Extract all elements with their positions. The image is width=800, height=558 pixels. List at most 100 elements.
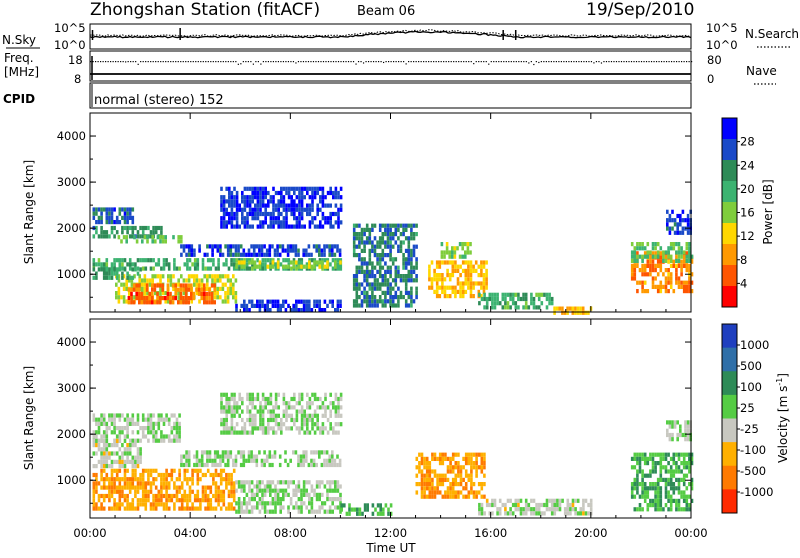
heatmap-cell <box>464 268 468 273</box>
heatmap-cell <box>446 465 450 470</box>
nave-point <box>645 61 648 63</box>
heatmap-cell <box>279 488 282 493</box>
heatmap-cell <box>118 430 122 435</box>
heatmap-cell <box>173 481 176 486</box>
cpid-label: CPID <box>3 92 35 106</box>
heatmap-cell <box>196 266 200 271</box>
colorbar-segment <box>722 324 737 349</box>
heatmap-cell <box>649 255 652 260</box>
heatmap-cell <box>177 239 180 244</box>
heatmap-cell <box>139 498 142 503</box>
heatmap-cell <box>292 488 295 493</box>
heatmap-cell <box>358 232 361 237</box>
heatmap-cell <box>680 284 683 289</box>
heatmap-cell <box>386 227 390 232</box>
nave-point <box>635 61 638 63</box>
nave-point <box>573 61 575 63</box>
heatmap-cell <box>483 482 486 487</box>
heatmap-cell <box>391 303 395 308</box>
heatmap-cell <box>287 401 291 406</box>
heatmap-cell <box>297 252 300 257</box>
heatmap-cell <box>376 303 379 308</box>
nave-point <box>453 61 455 63</box>
heatmap-cell <box>415 295 418 300</box>
colorbar-tick-label: -500 <box>740 464 766 478</box>
heatmap-cell <box>331 258 335 263</box>
heatmap-cell <box>123 417 127 422</box>
heatmap-cell <box>274 505 277 510</box>
heatmap-cell <box>641 242 644 247</box>
heatmap-cell <box>253 505 256 510</box>
heatmap-cell <box>92 275 96 280</box>
heatmap-cell <box>285 190 288 196</box>
heatmap-cell <box>271 488 275 493</box>
heatmap-cell <box>688 250 691 255</box>
heatmap-cell <box>659 465 663 470</box>
heatmap-cell <box>191 468 194 473</box>
heatmap-cell <box>230 481 233 486</box>
heatmap-cell <box>451 456 455 461</box>
heatmap-cell <box>267 422 270 427</box>
heatmap-cell <box>258 488 262 493</box>
heatmap-cell <box>671 420 674 425</box>
heatmap-cell <box>235 264 238 269</box>
heatmap-cell <box>675 486 678 491</box>
heatmap-cell <box>328 505 332 510</box>
heatmap-cell <box>126 451 129 456</box>
heatmap-cell <box>115 443 119 448</box>
nave-point <box>227 61 229 63</box>
heatmap-cell <box>141 266 145 271</box>
heatmap-cell <box>214 485 218 490</box>
heatmap-cell <box>329 186 332 191</box>
heatmap-cell <box>326 488 329 493</box>
heatmap-cell <box>386 253 390 258</box>
heatmap-cell <box>308 224 312 229</box>
heatmap-cell <box>159 291 162 296</box>
heatmap-cell <box>311 207 314 212</box>
noise-panel: N.Sky 10^5 10^0 10^5 10^0 N.Search <box>2 21 799 52</box>
heatmap-cell <box>656 263 660 268</box>
heatmap-cell <box>193 506 197 511</box>
heatmap-cell <box>425 494 429 499</box>
heatmap-cell <box>252 458 256 463</box>
heatmap-cell <box>245 252 248 257</box>
heatmap-cell <box>173 258 176 263</box>
heatmap-cell <box>300 308 303 313</box>
heatmap-cell <box>664 456 668 461</box>
heatmap-cell <box>92 498 96 503</box>
heatmap-cell <box>264 195 267 200</box>
heatmap-cell <box>391 299 395 304</box>
heatmap-cell <box>313 190 317 196</box>
heatmap-cell <box>162 506 166 511</box>
heatmap-cell <box>423 477 426 482</box>
velocity-colorbar-label: Velocity [m s-1] <box>775 373 790 463</box>
heatmap-cell <box>656 272 660 277</box>
nave-point <box>673 61 675 63</box>
heatmap-cell <box>378 265 382 270</box>
heatmap-cell <box>308 497 311 502</box>
heatmap-cell <box>196 468 200 473</box>
heatmap-cell <box>480 507 484 512</box>
heatmap-cell <box>651 465 655 470</box>
heatmap-cell <box>256 396 260 402</box>
heatmap-cell <box>128 291 131 296</box>
heatmap-cell <box>482 260 486 265</box>
heatmap-cell <box>263 484 267 489</box>
heatmap-cell <box>431 486 434 491</box>
nave-point <box>575 61 578 63</box>
heatmap-cell <box>467 281 470 286</box>
heatmap-cell <box>136 451 140 456</box>
heatmap-cell <box>110 421 114 426</box>
heatmap-cell <box>287 492 290 497</box>
heatmap-cell <box>285 413 288 418</box>
heatmap-cell <box>123 426 127 431</box>
heatmap-cell <box>225 258 228 263</box>
heatmap-cell <box>230 258 233 263</box>
heatmap-cell <box>128 485 132 490</box>
heatmap-cell <box>253 260 256 265</box>
heatmap-cell <box>646 254 650 259</box>
heatmap-cell <box>331 501 334 506</box>
heatmap-cell <box>198 458 201 463</box>
heatmap-cell <box>214 489 218 494</box>
